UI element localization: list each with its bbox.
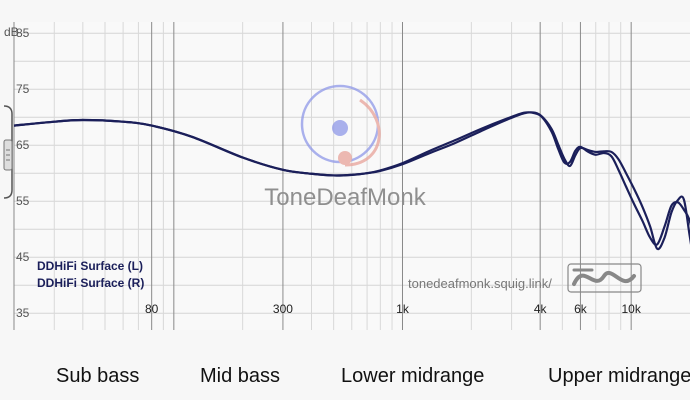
- watermark-text: ToneDeafMonk: [264, 184, 426, 211]
- band-lower-midrange: Lower midrange: [341, 365, 484, 387]
- y-tick-label: 75: [16, 82, 30, 96]
- x-tick-label: 10k: [621, 302, 641, 316]
- x-tick-label: 6k: [574, 302, 588, 316]
- y-tick-label: 35: [16, 306, 30, 320]
- band-upper-midrange: Upper midrange: [548, 365, 690, 387]
- y-tick-label: 55: [16, 194, 30, 208]
- x-tick-label: 80: [145, 302, 159, 316]
- legend-entry-left[interactable]: DDHiFi Surface (L): [37, 259, 143, 273]
- squiggle-logo-icon[interactable]: [567, 263, 642, 293]
- y-tick-label: 45: [16, 250, 30, 264]
- series-line-right[interactable]: [13, 111, 690, 293]
- x-tick-label: 4k: [534, 302, 548, 316]
- x-tick-label: 1k: [396, 302, 410, 316]
- y-tick-label: 85: [16, 26, 30, 40]
- x-tick-label: 300: [273, 302, 293, 316]
- y-unit-label: dB: [4, 25, 19, 39]
- monk-logo-icon: [300, 84, 381, 167]
- y-tick-label: 65: [16, 138, 30, 152]
- band-sub-bass: Sub bass: [56, 365, 139, 387]
- source-url: tonedeafmonk.squig.link/: [408, 276, 552, 291]
- legend-entry-right[interactable]: DDHiFi Surface (R): [37, 276, 144, 290]
- volume-slider-icon[interactable]: [3, 105, 13, 199]
- band-mid-bass: Mid bass: [200, 365, 280, 387]
